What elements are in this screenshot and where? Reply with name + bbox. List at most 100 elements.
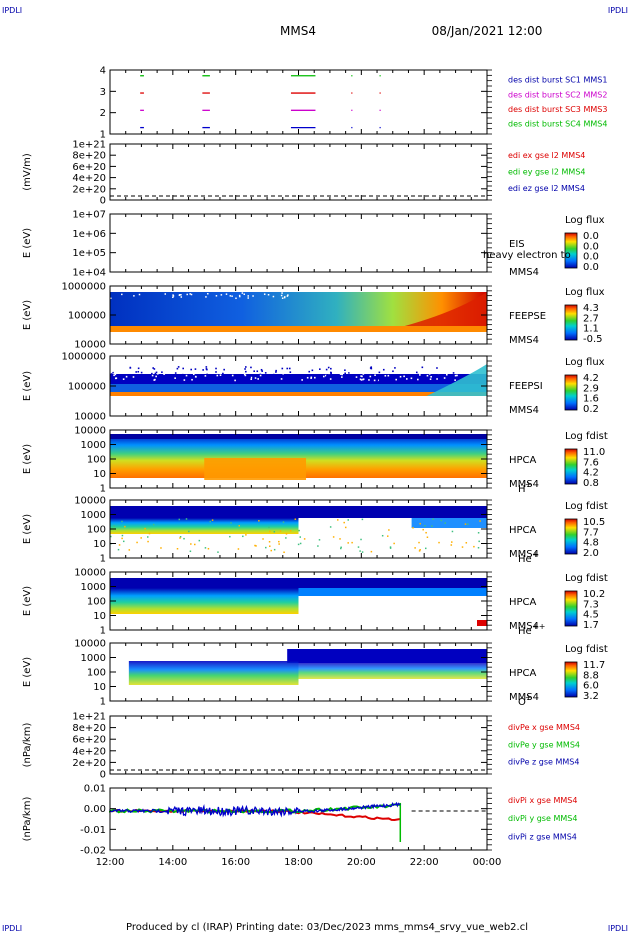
speckle <box>121 368 124 371</box>
speckle <box>389 546 392 548</box>
speckle <box>386 367 389 370</box>
y-axis-label: E (eV) <box>22 657 33 687</box>
y-tick-label: 1000 <box>81 653 106 664</box>
speckle <box>381 534 384 537</box>
colorbar-tick-label: 10.2 <box>583 589 605 600</box>
speckle <box>336 379 339 382</box>
speckle <box>179 536 182 538</box>
speckle <box>113 525 115 527</box>
speckle <box>128 549 131 551</box>
speckle <box>244 374 247 377</box>
speckle <box>362 378 364 381</box>
speckle <box>125 375 128 378</box>
speckle <box>189 550 192 553</box>
speckle <box>181 373 184 376</box>
speckle <box>414 547 416 549</box>
instrument-label: FEEPSE <box>509 311 546 322</box>
speckle <box>241 292 244 294</box>
legend-entry: divPi x gse MMS4 <box>508 796 577 805</box>
speckle <box>286 295 289 297</box>
speckle <box>169 368 171 371</box>
speckle <box>346 378 348 380</box>
speckle <box>205 366 208 368</box>
spectrogram-region <box>204 458 307 480</box>
x-tick-label: 16:00 <box>221 857 250 868</box>
colorbar-hpca_he2 <box>564 590 578 627</box>
speckle <box>369 367 372 369</box>
y-axis-label: E (eV) <box>22 371 33 401</box>
speckle <box>155 371 158 374</box>
speckle <box>273 531 276 533</box>
y-tick-label: 4 <box>100 66 106 77</box>
y-tick-label: 100000 <box>68 382 106 393</box>
speckle <box>369 375 372 378</box>
legend-entry: edi ey gse l2 MMS4 <box>508 167 586 176</box>
speckle <box>258 520 260 522</box>
speckle <box>186 293 188 296</box>
colorbar-tick-label: 4.5 <box>583 610 599 621</box>
speckle <box>371 371 374 373</box>
speckle <box>257 378 259 380</box>
speckle <box>252 295 254 297</box>
speckle <box>261 368 264 371</box>
speckle <box>119 376 122 378</box>
y-tick-label: 1e+05 <box>72 248 106 259</box>
speckle <box>355 376 358 378</box>
y-axis-label: E (eV) <box>22 228 33 258</box>
instrument-label: FEEPSI <box>509 381 543 392</box>
speckle <box>278 543 280 545</box>
speckle <box>260 368 263 371</box>
speckle <box>216 374 219 377</box>
speckle <box>261 370 263 372</box>
speckle <box>215 295 218 297</box>
colorbar-tick-label: 8.8 <box>583 670 599 681</box>
speckle <box>424 547 427 550</box>
spectrogram-region <box>110 588 299 614</box>
speckle <box>368 379 370 381</box>
speckle <box>209 520 212 523</box>
colorbar-hpca_he <box>564 518 578 555</box>
speckle <box>178 518 181 521</box>
speckle <box>117 378 119 381</box>
legend-entry: des dist burst SC3 MMS3 <box>508 105 607 114</box>
speckle <box>163 373 165 375</box>
x-tick-label: 14:00 <box>158 857 187 868</box>
speckle <box>392 370 394 373</box>
speckle <box>268 541 271 543</box>
y-axis-label: (nPa/km) <box>22 723 33 768</box>
speckle <box>421 377 424 380</box>
speckle <box>311 379 314 381</box>
speckle <box>276 379 279 382</box>
y-tick-label: 10000 <box>74 340 106 351</box>
speckle <box>386 535 389 537</box>
y-tick-label: 2 <box>100 108 106 119</box>
speckle <box>174 372 177 374</box>
speckle <box>425 531 427 534</box>
y-tick-label: 0.00 <box>84 804 106 815</box>
speckle <box>262 538 264 540</box>
colorbar-hpca_h <box>564 448 578 485</box>
species-charge: + <box>525 693 532 702</box>
speckle <box>451 541 453 543</box>
speckle <box>188 530 190 533</box>
speckle <box>406 378 408 380</box>
speckle <box>247 295 249 297</box>
colorbar-tick-label: 4.8 <box>583 538 599 549</box>
speckle <box>223 368 225 371</box>
speckle <box>454 379 456 381</box>
speckle <box>285 533 288 535</box>
speckle <box>438 541 440 544</box>
y-axis-label: E (eV) <box>22 300 33 330</box>
speckle <box>256 370 259 373</box>
speckle <box>304 366 307 369</box>
speckle <box>217 551 219 553</box>
speckle <box>341 373 343 376</box>
speckle <box>180 296 183 298</box>
speckle <box>172 296 174 299</box>
panel-frame-eis <box>109 213 488 273</box>
panel-frame-hpca_he2 <box>109 571 488 631</box>
legend-entry: edi ex gse l2 MMS4 <box>508 151 585 160</box>
speckle <box>193 378 195 381</box>
colorbar-tick-label: 0.0 <box>583 252 599 263</box>
y-tick-label: 1e+07 <box>72 210 106 221</box>
